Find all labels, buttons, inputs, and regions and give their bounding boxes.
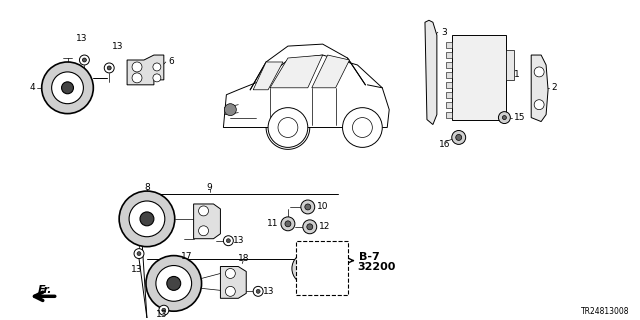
Circle shape xyxy=(162,308,166,312)
Circle shape xyxy=(278,117,298,138)
Text: 1: 1 xyxy=(515,70,520,79)
Circle shape xyxy=(104,63,114,73)
Circle shape xyxy=(292,252,324,284)
Circle shape xyxy=(534,67,544,77)
Text: 18: 18 xyxy=(238,254,250,263)
Bar xyxy=(446,112,452,117)
Circle shape xyxy=(129,201,165,237)
Circle shape xyxy=(132,62,142,72)
Circle shape xyxy=(298,259,317,278)
Circle shape xyxy=(134,249,144,259)
Circle shape xyxy=(227,239,230,243)
Circle shape xyxy=(156,266,191,301)
Bar xyxy=(446,52,452,58)
Text: B-7: B-7 xyxy=(360,252,380,261)
Circle shape xyxy=(256,289,260,293)
Text: TR24813008: TR24813008 xyxy=(581,307,629,316)
Text: 12: 12 xyxy=(319,222,330,231)
Text: 11: 11 xyxy=(266,219,278,228)
Circle shape xyxy=(304,265,312,272)
Bar xyxy=(446,82,452,88)
Circle shape xyxy=(79,55,90,65)
Text: 6: 6 xyxy=(169,58,175,67)
Polygon shape xyxy=(220,267,246,298)
Bar xyxy=(446,92,452,98)
Circle shape xyxy=(146,256,202,311)
Circle shape xyxy=(159,305,169,315)
Circle shape xyxy=(253,286,263,296)
Circle shape xyxy=(353,117,372,138)
Circle shape xyxy=(153,74,161,82)
Text: 4: 4 xyxy=(30,83,35,92)
Circle shape xyxy=(119,191,175,247)
Polygon shape xyxy=(270,55,323,88)
Bar xyxy=(446,102,452,108)
Circle shape xyxy=(307,224,313,230)
Polygon shape xyxy=(425,20,437,124)
Text: 8: 8 xyxy=(144,183,150,192)
Circle shape xyxy=(198,226,209,236)
Circle shape xyxy=(108,66,111,70)
Bar xyxy=(296,241,348,295)
Polygon shape xyxy=(127,55,164,85)
Circle shape xyxy=(61,82,74,94)
Text: 13: 13 xyxy=(263,287,275,296)
Circle shape xyxy=(225,286,236,296)
Circle shape xyxy=(305,204,311,210)
Polygon shape xyxy=(223,55,389,127)
Circle shape xyxy=(132,73,142,83)
Text: 9: 9 xyxy=(207,183,212,192)
Text: Fr.: Fr. xyxy=(38,285,52,295)
Circle shape xyxy=(502,116,506,120)
Bar xyxy=(452,35,506,120)
Circle shape xyxy=(153,63,161,71)
Text: 2: 2 xyxy=(551,83,557,92)
Circle shape xyxy=(301,200,315,214)
Circle shape xyxy=(452,131,466,144)
Text: 13: 13 xyxy=(131,265,143,274)
Bar xyxy=(506,50,515,80)
Circle shape xyxy=(223,236,234,246)
Text: 16: 16 xyxy=(439,140,451,149)
Text: 3: 3 xyxy=(441,28,447,37)
Bar xyxy=(446,62,452,68)
Text: 17: 17 xyxy=(180,252,192,261)
Circle shape xyxy=(281,217,295,231)
Text: 32200: 32200 xyxy=(358,261,396,272)
Circle shape xyxy=(167,276,180,290)
Text: 15: 15 xyxy=(515,113,526,122)
Circle shape xyxy=(456,134,461,140)
Text: 10: 10 xyxy=(317,203,328,212)
Polygon shape xyxy=(253,62,283,90)
Circle shape xyxy=(285,221,291,227)
Circle shape xyxy=(499,112,510,124)
Polygon shape xyxy=(531,55,548,122)
Text: 13: 13 xyxy=(156,310,168,319)
Circle shape xyxy=(342,108,382,148)
Circle shape xyxy=(225,268,236,278)
Circle shape xyxy=(140,212,154,226)
Circle shape xyxy=(83,58,86,62)
Circle shape xyxy=(42,62,93,114)
Circle shape xyxy=(534,100,544,110)
Polygon shape xyxy=(194,204,220,239)
Text: 13: 13 xyxy=(112,42,124,51)
Circle shape xyxy=(225,104,236,116)
Circle shape xyxy=(198,206,209,216)
Text: 13: 13 xyxy=(76,34,88,43)
Polygon shape xyxy=(312,55,349,88)
Circle shape xyxy=(137,252,141,256)
Circle shape xyxy=(303,220,317,234)
Bar xyxy=(446,72,452,78)
Bar xyxy=(446,42,452,48)
Text: 13: 13 xyxy=(234,236,245,245)
Circle shape xyxy=(52,72,83,104)
Circle shape xyxy=(268,108,308,148)
